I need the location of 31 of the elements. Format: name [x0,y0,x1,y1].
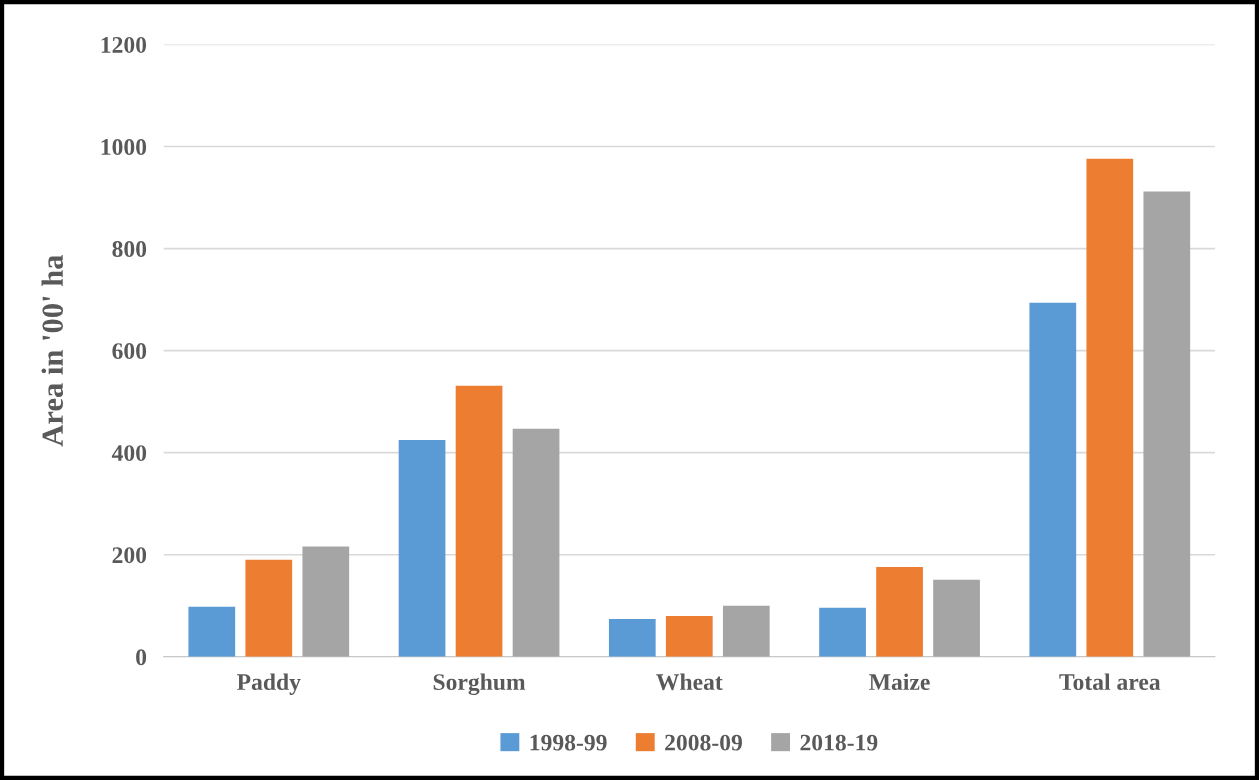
x-tick-label: Maize [869,673,930,691]
bar [933,579,980,657]
bar [245,559,293,657]
x-tick-label: Total area [1059,673,1161,691]
legend-label: 2018-19 [800,734,878,751]
bar [1086,158,1134,657]
y-axis-title: Area in '00' ha [41,255,64,447]
legend-label: 2008-09 [665,734,742,751]
y-tick-label: 600 [112,343,147,360]
y-tick-label: 800 [112,241,147,257]
x-tick-label: Wheat [656,673,723,691]
bar [512,428,560,657]
y-tick-label: 200 [112,547,147,564]
x-tick-label: Sorghum [433,673,526,696]
bar [1029,302,1077,657]
legend-label: 1998-99 [530,734,607,751]
bar [1143,191,1191,657]
bar [455,385,503,657]
bar [665,615,713,657]
y-tick-label: 0 [136,649,147,666]
x-tick-label: Paddy [237,673,301,695]
y-tick-label: 1000 [101,139,147,155]
y-tick-label: 400 [111,445,147,462]
bar [302,546,350,657]
bar [398,439,446,657]
bar [876,566,923,657]
bar [722,605,770,657]
bar [608,619,656,657]
bar [188,606,236,657]
bar [819,607,866,657]
y-tick-label: 1200 [101,36,147,53]
